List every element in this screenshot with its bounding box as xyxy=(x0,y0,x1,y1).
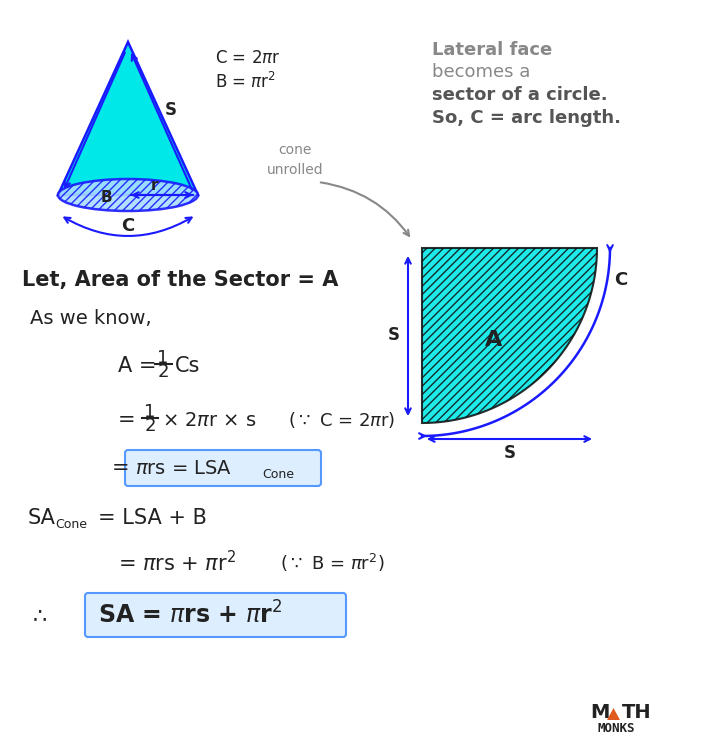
Text: = $\pi$rs + $\pi$r$^2$: = $\pi$rs + $\pi$r$^2$ xyxy=(118,550,236,575)
Text: SA = $\pi$rs + $\pi$r$^2$: SA = $\pi$rs + $\pi$r$^2$ xyxy=(98,602,283,629)
Text: r: r xyxy=(150,178,158,193)
Text: becomes a: becomes a xyxy=(432,63,531,81)
Text: cone
unrolled: cone unrolled xyxy=(266,143,323,177)
Text: =: = xyxy=(118,410,143,430)
Text: ($\because$ B = $\pi$r$^2$): ($\because$ B = $\pi$r$^2$) xyxy=(280,552,384,574)
Text: M: M xyxy=(590,702,609,721)
Text: SA: SA xyxy=(28,508,56,528)
Text: As we know,: As we know, xyxy=(30,308,152,328)
FancyBboxPatch shape xyxy=(85,593,346,637)
Text: $\pi$rs = LSA: $\pi$rs = LSA xyxy=(135,459,232,478)
Text: Cone: Cone xyxy=(262,468,294,481)
Text: 1: 1 xyxy=(157,349,168,367)
Text: B: B xyxy=(100,190,112,205)
Text: sector of a circle.: sector of a circle. xyxy=(432,86,608,104)
Text: MONKS: MONKS xyxy=(598,721,636,735)
Text: S: S xyxy=(388,326,400,344)
Text: ($\because$ C = 2$\pi$r): ($\because$ C = 2$\pi$r) xyxy=(288,410,395,430)
Text: $\times$ 2$\pi$r $\times$ s: $\times$ 2$\pi$r $\times$ s xyxy=(162,411,256,429)
Polygon shape xyxy=(58,42,198,195)
Text: B = $\pi$r$^2$: B = $\pi$r$^2$ xyxy=(215,72,276,92)
Text: = LSA + B: = LSA + B xyxy=(98,508,207,528)
Text: A =: A = xyxy=(118,356,163,376)
Text: C = 2$\pi$r: C = 2$\pi$r xyxy=(215,49,281,67)
Text: 1: 1 xyxy=(144,403,156,421)
Text: Lateral face: Lateral face xyxy=(432,41,552,59)
Text: S: S xyxy=(165,101,177,119)
Text: 2: 2 xyxy=(144,417,156,435)
Text: A: A xyxy=(485,330,503,350)
Text: Cone: Cone xyxy=(55,517,87,530)
FancyBboxPatch shape xyxy=(125,450,321,486)
Text: S: S xyxy=(503,444,516,462)
Ellipse shape xyxy=(58,179,198,211)
Text: So, C = arc length.: So, C = arc length. xyxy=(432,109,621,127)
Text: C: C xyxy=(614,271,628,289)
Text: =: = xyxy=(112,458,130,478)
Text: Let, Area of the Sector = A: Let, Area of the Sector = A xyxy=(22,270,338,290)
Text: C: C xyxy=(122,217,135,235)
Polygon shape xyxy=(422,248,597,423)
Text: TH: TH xyxy=(622,702,652,721)
Text: Cs: Cs xyxy=(175,356,200,376)
Text: $\therefore$: $\therefore$ xyxy=(28,605,48,625)
Polygon shape xyxy=(607,708,620,720)
Text: 2: 2 xyxy=(157,363,168,381)
